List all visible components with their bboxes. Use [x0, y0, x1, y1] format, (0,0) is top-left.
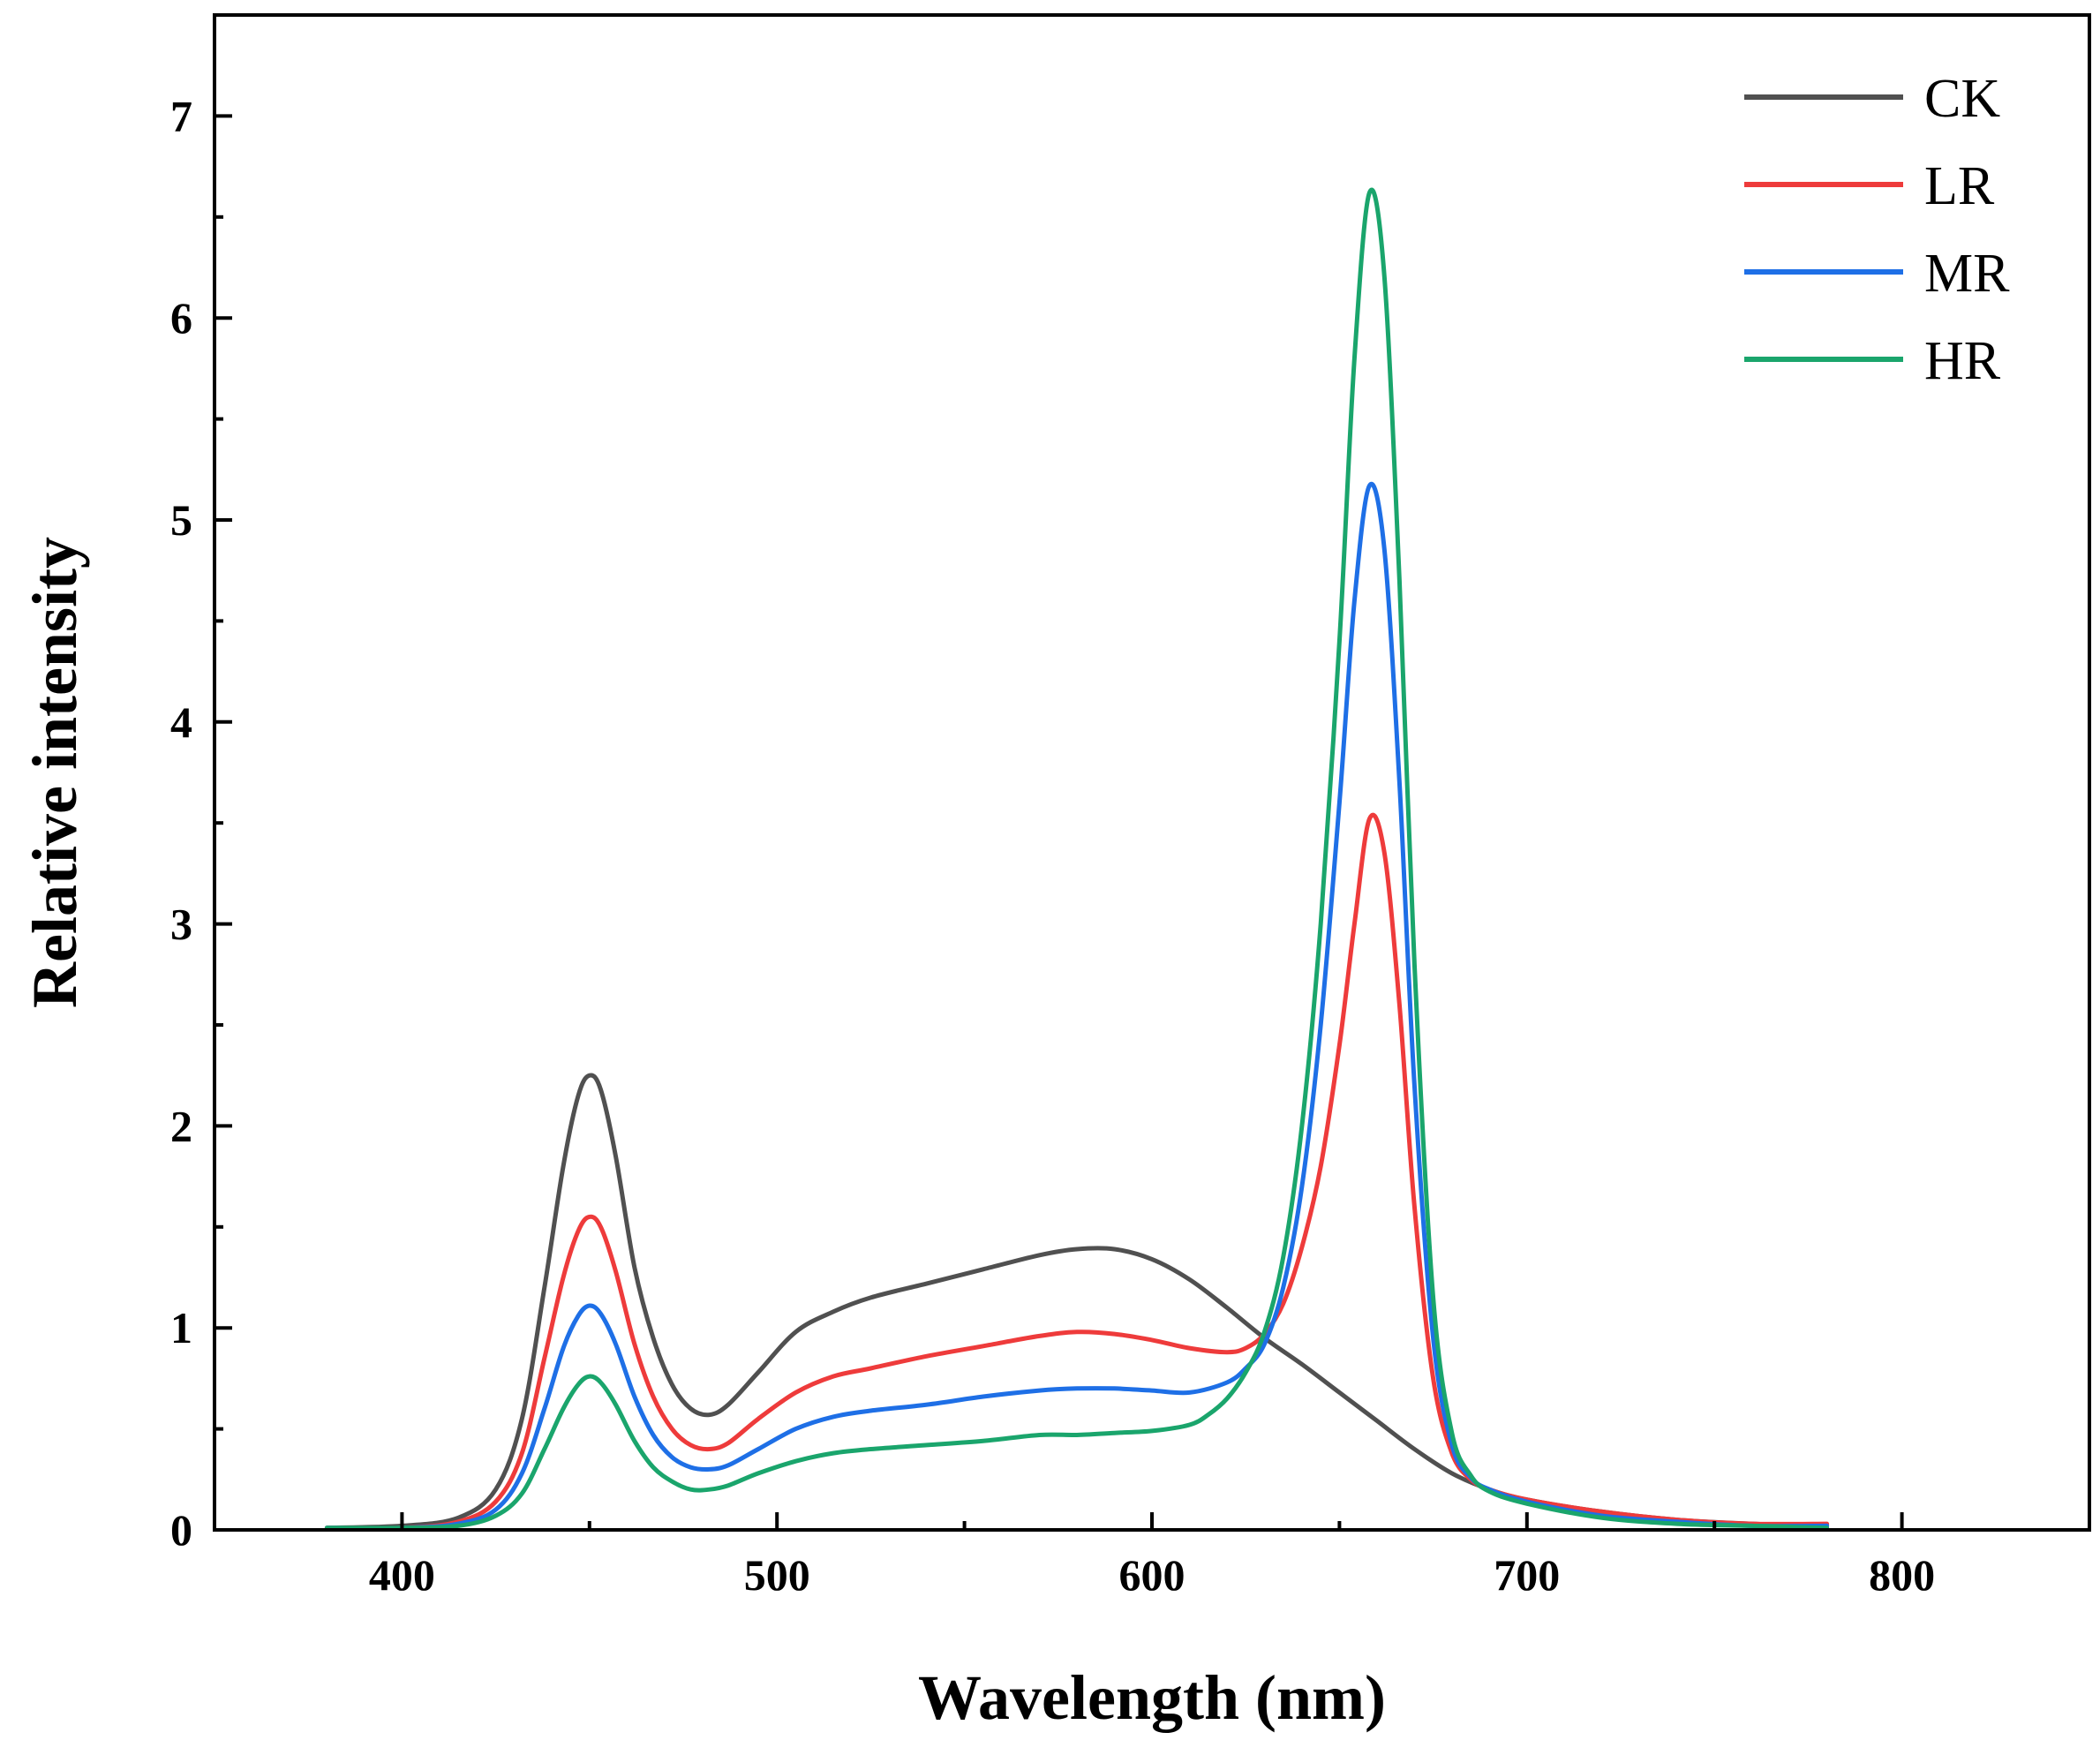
plot-frame — [213, 13, 2091, 1532]
series-line-ck — [324, 1073, 1830, 1530]
legend-label-lr: LR — [1924, 156, 1995, 216]
legend-label-ck: CK — [1924, 69, 2000, 129]
y-axis-title: Relative intensity — [19, 537, 90, 1008]
y-tick-label: 7 — [170, 91, 192, 140]
x-tick-label: 800 — [1869, 1550, 1935, 1600]
legend-label-hr: HR — [1924, 331, 2001, 391]
tick-layer: 400 500 600 700 800 0 1 2 3 4 5 6 7 — [170, 91, 2091, 1600]
y-tick-label: 5 — [170, 495, 192, 545]
y-tick-label: 1 — [170, 1303, 192, 1352]
x-axis-title: Wavelength (nm) — [918, 1662, 1386, 1733]
series-layer — [324, 187, 1830, 1530]
legend: CK LR MR HR — [1744, 69, 2010, 391]
y-tick-label: 6 — [170, 293, 192, 343]
x-tick-label: 500 — [744, 1550, 810, 1600]
legend-label-mr: MR — [1924, 244, 2010, 304]
x-tick-label: 400 — [369, 1550, 435, 1600]
x-tick-label: 600 — [1119, 1550, 1185, 1600]
series-line-lr — [324, 812, 1830, 1530]
y-tick-label: 3 — [170, 900, 192, 949]
series-line-hr — [324, 187, 1830, 1530]
series-line-mr — [324, 481, 1830, 1530]
y-tick-label: 4 — [170, 697, 192, 747]
y-tick-label: 0 — [170, 1505, 192, 1555]
y-tick-label: 2 — [170, 1101, 192, 1150]
x-tick-label: 700 — [1494, 1550, 1560, 1600]
